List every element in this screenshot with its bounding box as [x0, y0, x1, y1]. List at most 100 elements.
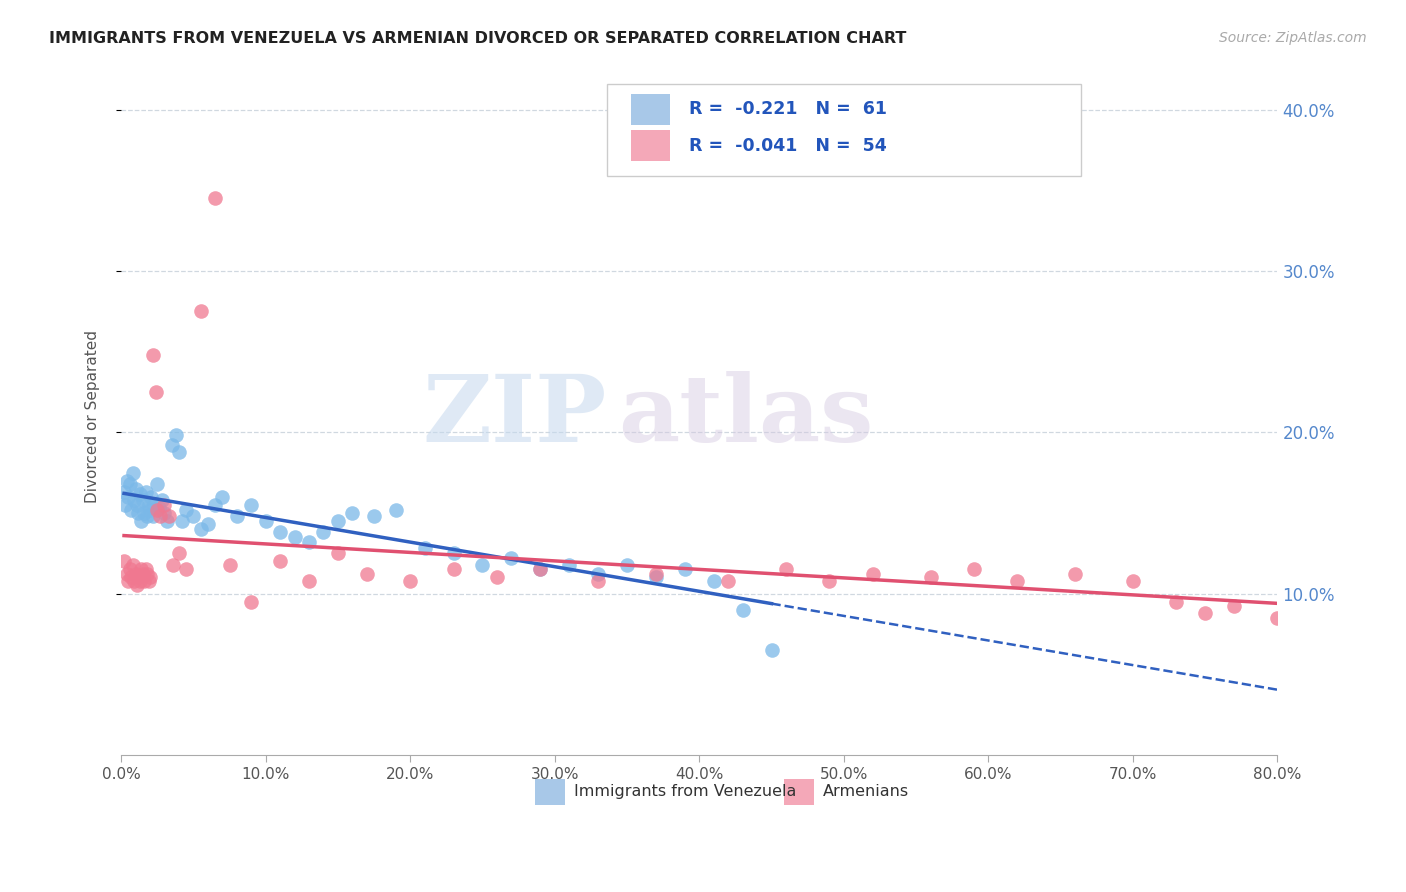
Point	[122, 493, 145, 508]
Point	[963, 562, 986, 576]
Point	[143, 498, 166, 512]
Point	[115, 567, 138, 582]
Point	[501, 551, 523, 566]
Point	[138, 574, 160, 588]
Point	[1194, 606, 1216, 620]
FancyBboxPatch shape	[783, 779, 814, 805]
Point	[1166, 594, 1188, 608]
Point	[298, 535, 321, 549]
Point	[146, 476, 169, 491]
Point	[342, 506, 364, 520]
Text: Armenians: Armenians	[823, 784, 910, 799]
Point	[136, 509, 159, 524]
Point	[240, 498, 263, 512]
Text: R =  -0.041   N =  54: R = -0.041 N = 54	[689, 136, 887, 155]
Point	[160, 438, 183, 452]
Point	[165, 428, 187, 442]
Point	[529, 562, 551, 576]
Point	[673, 562, 696, 576]
Point	[1064, 567, 1087, 582]
Point	[1267, 611, 1289, 625]
Point	[485, 570, 508, 584]
Point	[326, 514, 349, 528]
Point	[284, 530, 307, 544]
Point	[135, 562, 157, 576]
Point	[145, 384, 167, 399]
FancyBboxPatch shape	[631, 130, 671, 161]
Point	[112, 554, 135, 568]
Point	[125, 498, 148, 512]
Point	[225, 509, 247, 524]
Point	[703, 574, 725, 588]
Point	[269, 525, 291, 540]
Point	[120, 502, 142, 516]
Point	[920, 570, 942, 584]
Point	[146, 502, 169, 516]
Point	[269, 554, 291, 568]
Point	[148, 501, 170, 516]
Text: R =  -0.221   N =  61: R = -0.221 N = 61	[689, 100, 887, 119]
Point	[131, 562, 153, 576]
Point	[157, 509, 180, 524]
Point	[818, 574, 841, 588]
Point	[127, 570, 149, 584]
FancyBboxPatch shape	[607, 84, 1081, 176]
Point	[136, 567, 159, 582]
Point	[156, 514, 179, 528]
Point	[443, 562, 465, 576]
Point	[117, 574, 139, 588]
Point	[1005, 574, 1028, 588]
Point	[150, 493, 173, 508]
Point	[616, 558, 638, 572]
Point	[115, 474, 138, 488]
Point	[384, 502, 406, 516]
Point	[717, 574, 740, 588]
Point	[138, 498, 160, 512]
Text: Immigrants from Venezuela: Immigrants from Venezuela	[575, 784, 797, 799]
Point	[529, 562, 551, 576]
Point	[153, 498, 176, 512]
Point	[197, 517, 219, 532]
Point	[363, 509, 385, 524]
Point	[356, 567, 378, 582]
Point	[240, 594, 263, 608]
Point	[141, 490, 163, 504]
Point	[114, 498, 136, 512]
Point	[153, 506, 176, 520]
Point	[761, 643, 783, 657]
Point	[118, 476, 141, 491]
Point	[139, 570, 162, 584]
Point	[142, 348, 165, 362]
Point	[211, 490, 233, 504]
Point	[190, 304, 212, 318]
Point	[162, 558, 184, 572]
Point	[142, 509, 165, 524]
Point	[122, 574, 145, 588]
Point	[127, 506, 149, 520]
Point	[471, 558, 494, 572]
Point	[174, 562, 197, 576]
Point	[167, 546, 190, 560]
Text: atlas: atlas	[619, 371, 873, 461]
Point	[121, 558, 143, 572]
Point	[167, 444, 190, 458]
Text: IMMIGRANTS FROM VENEZUELA VS ARMENIAN DIVORCED OR SEPARATED CORRELATION CHART: IMMIGRANTS FROM VENEZUELA VS ARMENIAN DI…	[49, 31, 907, 46]
FancyBboxPatch shape	[536, 779, 565, 805]
Text: Source: ZipAtlas.com: Source: ZipAtlas.com	[1219, 31, 1367, 45]
Point	[326, 546, 349, 560]
Point	[731, 602, 754, 616]
Point	[149, 509, 172, 524]
Point	[204, 191, 226, 205]
Point	[125, 578, 148, 592]
Point	[443, 546, 465, 560]
Point	[298, 574, 321, 588]
Point	[775, 562, 797, 576]
Point	[645, 567, 668, 582]
Point	[112, 484, 135, 499]
Point	[190, 522, 212, 536]
Point	[131, 514, 153, 528]
FancyBboxPatch shape	[631, 94, 671, 125]
Point	[558, 558, 581, 572]
Point	[645, 570, 668, 584]
Point	[118, 562, 141, 576]
